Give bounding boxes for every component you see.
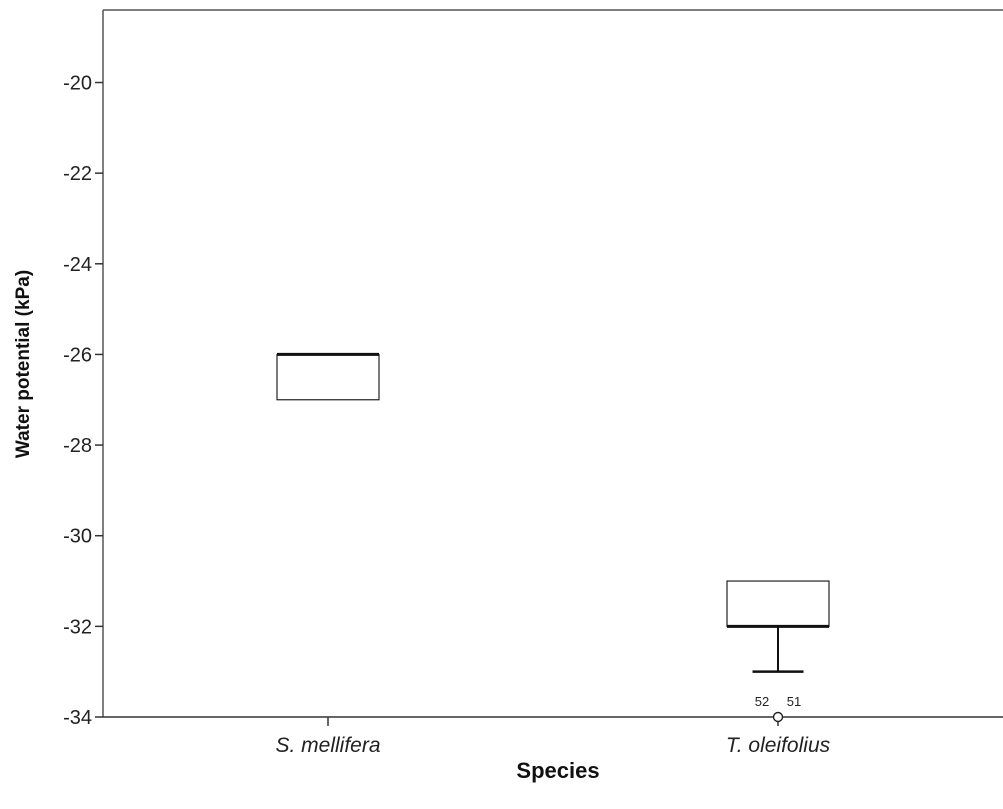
y-tick-label: -24 [63, 254, 92, 276]
outlier-label: 51 [787, 694, 801, 709]
y-tick-label: -28 [63, 435, 92, 457]
y-axis-title: Water potential (kPa) [13, 270, 34, 458]
x-tick-label: T. oleifolius [726, 734, 831, 757]
plot-area [102, 9, 1003, 718]
y-tick-label: -26 [63, 344, 92, 366]
y-tick-label: -22 [63, 163, 92, 185]
box [726, 580, 830, 627]
x-axis-title: Species [516, 758, 599, 783]
y-tick-label: -34 [63, 707, 92, 729]
box [276, 353, 380, 401]
y-axis: -20 -22 -24 -26 -28 -30 -32 -34 [63, 73, 103, 729]
outlier-point [772, 711, 784, 723]
y-tick-label: -32 [63, 616, 92, 638]
box-group: 52 51 [726, 580, 830, 723]
x-tick-label: S. mellifera [275, 734, 380, 757]
y-tick-label: -20 [63, 73, 92, 95]
box-group [276, 352, 380, 401]
x-axis: S. mellifera T. oleifolius [275, 717, 831, 757]
box-series: 52 51 [276, 352, 830, 723]
outlier-label: 52 [755, 694, 769, 709]
y-tick-label: -30 [63, 526, 92, 548]
